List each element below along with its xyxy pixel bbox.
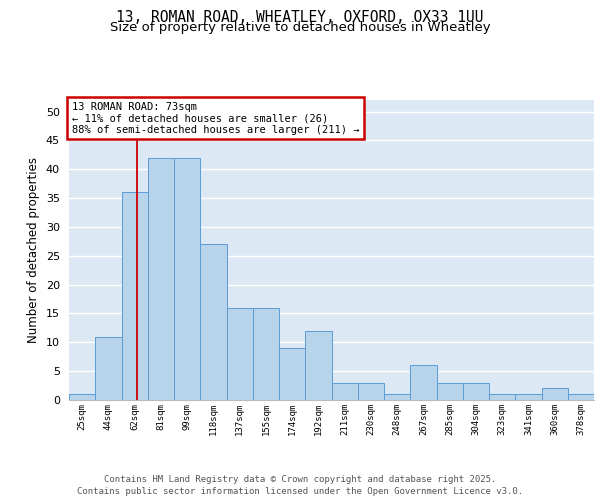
Bar [515, 394, 542, 400]
Bar [121, 192, 148, 400]
Bar [200, 244, 227, 400]
Bar [279, 348, 305, 400]
Text: Size of property relative to detached houses in Wheatley: Size of property relative to detached ho… [110, 21, 490, 34]
Bar [95, 336, 121, 400]
Bar [331, 382, 358, 400]
Bar [489, 394, 515, 400]
Bar [227, 308, 253, 400]
Text: 13, ROMAN ROAD, WHEATLEY, OXFORD, OX33 1UU: 13, ROMAN ROAD, WHEATLEY, OXFORD, OX33 1… [116, 10, 484, 25]
Text: 13 ROMAN ROAD: 73sqm
← 11% of detached houses are smaller (26)
88% of semi-detac: 13 ROMAN ROAD: 73sqm ← 11% of detached h… [71, 102, 359, 134]
Bar [568, 394, 594, 400]
Bar [542, 388, 568, 400]
Text: Contains HM Land Registry data © Crown copyright and database right 2025.
Contai: Contains HM Land Registry data © Crown c… [77, 475, 523, 496]
Bar [410, 366, 437, 400]
Y-axis label: Number of detached properties: Number of detached properties [27, 157, 40, 343]
Bar [69, 394, 95, 400]
Bar [437, 382, 463, 400]
Bar [253, 308, 279, 400]
Bar [384, 394, 410, 400]
Bar [358, 382, 384, 400]
Bar [463, 382, 489, 400]
Bar [148, 158, 174, 400]
Bar [174, 158, 200, 400]
Bar [305, 331, 331, 400]
